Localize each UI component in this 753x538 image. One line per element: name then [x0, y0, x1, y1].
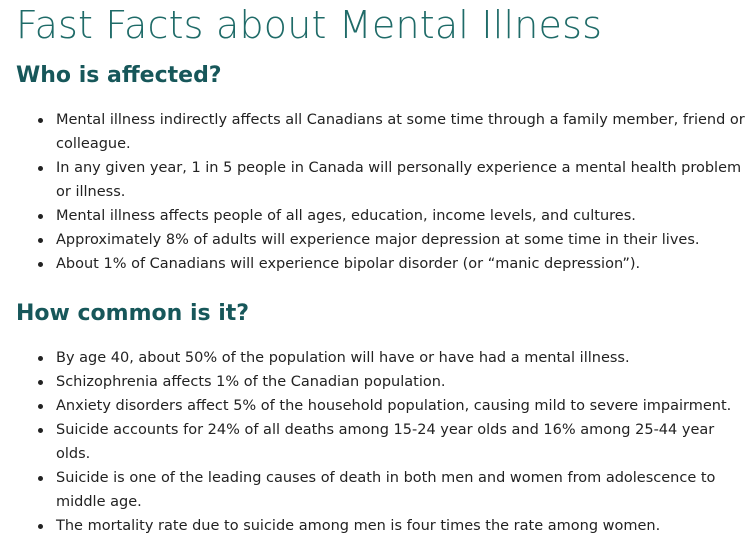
list-item: Mental illness indirectly affects all Ca…: [38, 108, 746, 156]
bullet-icon: [38, 404, 43, 409]
list-item: Suicide accounts for 24% of all deaths a…: [38, 418, 746, 466]
list-item-text: In any given year, 1 in 5 people in Cana…: [56, 160, 742, 200]
list-item-text: About 1% of Canadians will experience bi…: [56, 256, 641, 272]
page-title: Fast Facts about Mental Illness: [16, 3, 603, 47]
list-item-text: Suicide accounts for 24% of all deaths a…: [56, 422, 715, 462]
list-item-text: Schizophrenia affects 1% of the Canadian…: [56, 374, 446, 390]
list-item-text: Mental illness affects people of all age…: [56, 208, 636, 224]
section-heading-how-common-is-it: How common is it?: [16, 301, 250, 326]
list-item-text: Approximately 8% of adults will experien…: [56, 232, 700, 248]
list-item-text: Anxiety disorders affect 5% of the house…: [56, 398, 732, 414]
list-item: Mental illness affects people of all age…: [38, 204, 746, 228]
list-item-text: Suicide is one of the leading causes of …: [56, 470, 716, 510]
bullet-icon: [38, 214, 43, 219]
bullet-icon: [38, 476, 43, 481]
article: Fast Facts about Mental Illness Who is a…: [16, 3, 746, 534]
list-item: Anxiety disorders affect 5% of the house…: [38, 394, 746, 418]
list-item: The mortality rate due to suicide among …: [38, 514, 746, 538]
list-item-text: Mental illness indirectly affects all Ca…: [56, 112, 745, 152]
bullet-icon: [38, 524, 43, 529]
bullet-icon: [38, 262, 43, 267]
list-item: Approximately 8% of adults will experien…: [38, 228, 746, 252]
bullet-icon: [38, 356, 43, 361]
list-item-text: The mortality rate due to suicide among …: [56, 518, 661, 534]
bullet-list-how-common-is-it: By age 40, about 50% of the population w…: [38, 346, 746, 538]
list-item: In any given year, 1 in 5 people in Cana…: [38, 156, 746, 204]
bullet-icon: [38, 166, 43, 171]
bullet-icon: [38, 118, 43, 123]
list-item: About 1% of Canadians will experience bi…: [38, 252, 746, 276]
bullet-icon: [38, 428, 43, 433]
list-item-text: By age 40, about 50% of the population w…: [56, 350, 630, 366]
bullet-list-who-is-affected: Mental illness indirectly affects all Ca…: [38, 108, 746, 276]
section-heading-who-is-affected: Who is affected?: [16, 63, 222, 88]
list-item: Suicide is one of the leading causes of …: [38, 466, 746, 514]
bullet-icon: [38, 238, 43, 243]
bullet-icon: [38, 380, 43, 385]
list-item: By age 40, about 50% of the population w…: [38, 346, 746, 370]
list-item: Schizophrenia affects 1% of the Canadian…: [38, 370, 746, 394]
